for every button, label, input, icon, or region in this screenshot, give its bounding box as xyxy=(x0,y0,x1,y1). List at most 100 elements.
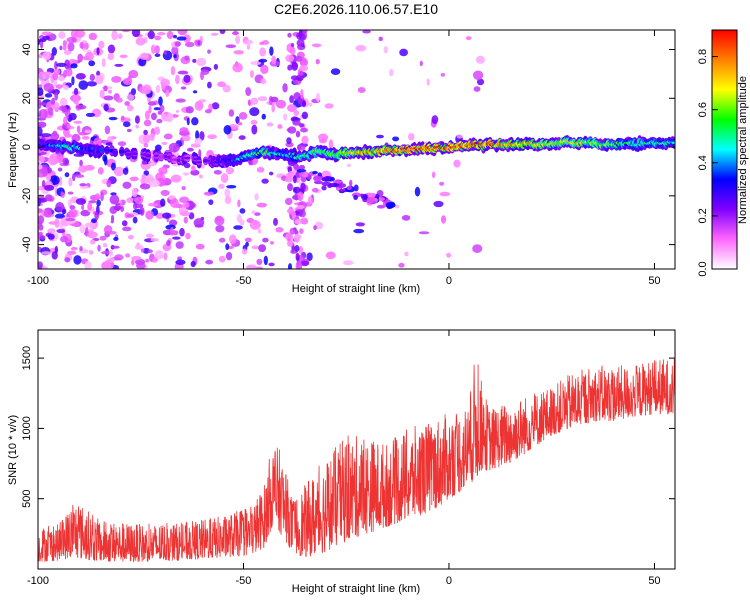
noise-blob xyxy=(151,258,158,263)
noise-blob xyxy=(225,243,230,251)
noise-blob xyxy=(286,137,292,145)
noise-blob xyxy=(258,58,268,63)
noise-blob xyxy=(59,45,63,51)
noise-blob xyxy=(122,77,133,86)
noise-blob xyxy=(154,45,160,54)
noise-blob xyxy=(161,113,170,118)
noise-blob xyxy=(79,245,83,252)
noise-blob xyxy=(139,206,145,216)
noise-blob xyxy=(324,175,332,181)
noise-blob xyxy=(134,196,144,205)
ridge-cell xyxy=(119,149,125,154)
noise-blob xyxy=(284,197,293,206)
noise-blob xyxy=(154,126,161,135)
noise-blob xyxy=(168,219,178,227)
noise-blob xyxy=(54,213,65,219)
noise-blob xyxy=(147,97,151,103)
y-tick-label: -20 xyxy=(21,188,33,204)
noise-blob xyxy=(300,182,306,192)
noise-blob xyxy=(47,228,56,234)
noise-blob xyxy=(114,63,124,67)
ridge-cell xyxy=(196,161,202,164)
noise-blob xyxy=(101,58,106,68)
noise-blob xyxy=(261,178,269,184)
noise-blob xyxy=(183,172,190,176)
noise-blob xyxy=(225,44,237,49)
noise-blob xyxy=(197,40,201,46)
noise-blob xyxy=(62,208,67,215)
noise-blob xyxy=(299,64,308,72)
noise-blob xyxy=(353,194,358,200)
noise-blob xyxy=(378,197,385,202)
noise-blob xyxy=(256,202,268,208)
noise-blob xyxy=(194,100,204,111)
noise-blob xyxy=(39,235,46,240)
noise-blob xyxy=(238,111,248,120)
noise-blob xyxy=(63,116,68,126)
noise-blob xyxy=(269,46,274,56)
noise-blob xyxy=(223,124,232,135)
snr-ticks: -100 -50 0 50 500 1000 1500 xyxy=(21,330,675,587)
noise-blob xyxy=(293,109,300,117)
noise-blob xyxy=(55,84,63,89)
ridge-cell xyxy=(171,158,178,162)
y-tick-label: -40 xyxy=(21,237,33,253)
noise-blob xyxy=(214,215,225,226)
snr-panel: -100 -50 0 50 500 1000 1500 Height of straight… xyxy=(7,329,676,595)
noise-blob xyxy=(419,60,423,67)
noise-blob xyxy=(362,193,368,200)
colorbar-ticks: 0.0 0.2 0.4 0.6 0.8 xyxy=(697,49,718,277)
noise-blob xyxy=(126,197,134,204)
noise-blob xyxy=(110,220,114,224)
noise-blob xyxy=(53,68,61,76)
noise-blob xyxy=(58,105,68,111)
noise-blob xyxy=(238,135,246,140)
noise-blob xyxy=(176,36,187,41)
noise-blob xyxy=(205,259,214,265)
noise-blob xyxy=(38,197,42,207)
noise-blob xyxy=(143,133,151,144)
noise-blob xyxy=(38,186,45,191)
ridge-cell xyxy=(104,148,110,152)
noise-blob xyxy=(160,78,171,87)
noise-blob xyxy=(38,155,45,164)
noise-blob xyxy=(199,131,205,141)
noise-blob xyxy=(151,112,157,121)
noise-blob xyxy=(120,115,125,121)
noise-blob xyxy=(54,60,58,71)
noise-blob xyxy=(294,186,301,194)
x-tick-label: 50 xyxy=(648,575,660,587)
noise-blob xyxy=(145,258,150,263)
noise-blob xyxy=(251,245,260,250)
noise-blob xyxy=(38,54,43,59)
noise-blob xyxy=(296,39,305,47)
noise-blob xyxy=(298,31,303,38)
noise-blob xyxy=(139,183,151,190)
noise-blob xyxy=(174,41,181,47)
noise-blob xyxy=(224,195,232,205)
noise-blob xyxy=(353,184,359,192)
noise-blob xyxy=(414,186,421,197)
noise-blob xyxy=(213,63,219,70)
noise-blob xyxy=(289,227,296,235)
noise-blob xyxy=(126,104,134,112)
noise-blob xyxy=(44,194,53,202)
noise-blob xyxy=(102,154,108,162)
noise-blob xyxy=(355,44,367,52)
noise-blob xyxy=(186,147,194,152)
noise-blob xyxy=(128,69,139,79)
noise-blob xyxy=(249,107,260,117)
noise-blob xyxy=(115,97,123,103)
noise-blob xyxy=(306,252,313,261)
noise-blob xyxy=(287,64,293,71)
noise-blob xyxy=(89,73,96,82)
noise-blob xyxy=(147,101,157,106)
noise-blob xyxy=(301,217,309,225)
noise-blob xyxy=(295,261,303,269)
noise-blob xyxy=(290,75,299,81)
noise-blob xyxy=(75,198,87,205)
noise-blob xyxy=(113,205,122,211)
noise-blob xyxy=(181,186,186,191)
noise-blob xyxy=(256,166,265,173)
noise-blob xyxy=(290,43,295,48)
